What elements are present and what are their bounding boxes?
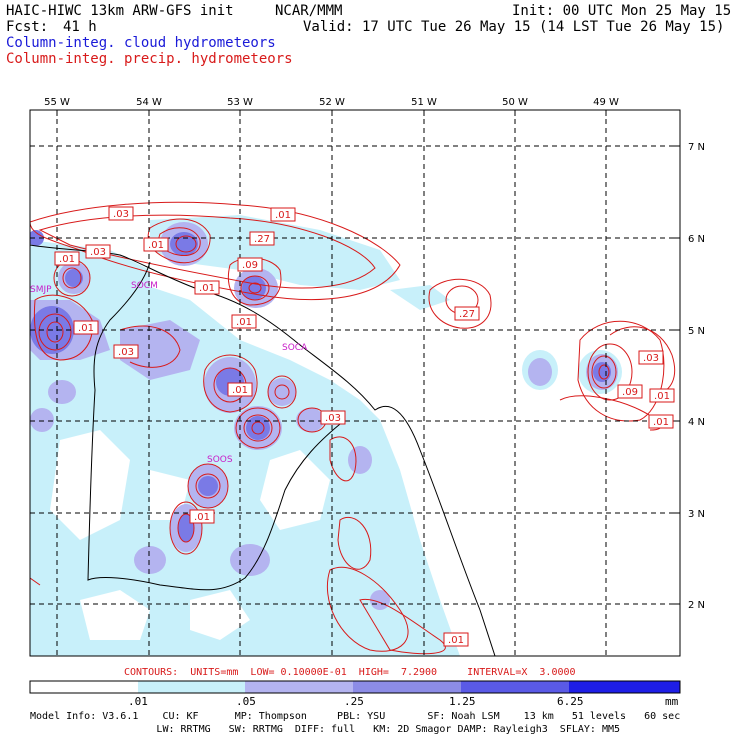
colorbar-segment	[461, 681, 569, 693]
colorbar-tick: 6.25	[557, 695, 584, 708]
lon-label: 53 W	[227, 97, 253, 108]
contour-label-box	[227, 382, 253, 397]
contour-label: .03	[325, 413, 341, 424]
lon-label: 50 W	[502, 97, 528, 108]
colorbar-segment	[569, 681, 680, 693]
contour-label: .03	[90, 247, 106, 258]
lon-label: 54 W	[136, 97, 162, 108]
contour-label-box	[249, 231, 275, 246]
contour-label-box	[108, 206, 134, 221]
contour-label-box	[320, 410, 346, 425]
colorbar-segment	[245, 681, 353, 693]
colorbar-segment	[138, 681, 245, 693]
contour-label: .09	[242, 260, 258, 271]
lat-label: 2 N	[688, 600, 705, 611]
contour-label: .01	[448, 635, 464, 646]
contour-label-box	[443, 632, 469, 647]
map-frame	[29, 109, 681, 657]
lat-label: 5 N	[688, 326, 705, 337]
colorbar-tick: .05	[236, 695, 256, 708]
contour-label: .09	[622, 387, 638, 398]
contour-label-box	[617, 384, 643, 399]
legend-precip: Column-integ. precip. hydrometeors	[6, 51, 293, 67]
contour-label-box	[454, 306, 480, 321]
colorbar-unit: mm	[665, 695, 679, 708]
forecast-hours: 41 h	[63, 19, 97, 35]
contour-labels: .03 .01 .03 .01 .27 .01 .09 .01 .01 .01 .03 .01 .03.…	[54, 206, 675, 647]
org-label: NCAR/MMM	[275, 3, 343, 19]
lon-label: 49 W	[593, 97, 619, 108]
contour-label: .27	[254, 234, 270, 245]
colorbar-tick: 1.25	[449, 695, 476, 708]
contour-label: .01	[232, 385, 248, 396]
legend-cloud: Column-integ. cloud hydrometeors	[6, 35, 276, 51]
station-label: SOCM	[131, 281, 158, 291]
colorbar-segment	[353, 681, 461, 693]
contour-label: .01	[236, 317, 252, 328]
lat-label: 4 N	[688, 417, 705, 428]
contour-label-box	[73, 320, 99, 335]
contour-label: .01	[654, 391, 670, 402]
precip-contours	[30, 201, 676, 655]
lon-label: 55 W	[44, 97, 70, 108]
contour-label-box	[54, 251, 80, 266]
model-info-line2: LW: RRTMG SW: RRTMG DIFF: full KM: 2D Sm…	[30, 724, 621, 735]
colorbar-segment	[30, 681, 138, 693]
contours-info: CONTOURS: UNITS=mm LOW= 0.10000E-01 HIGH…	[124, 667, 576, 678]
station-label: SOCA	[282, 343, 308, 353]
contour-label: .27	[459, 309, 475, 320]
contour-label-box	[638, 350, 664, 365]
contour-label-box	[231, 314, 257, 329]
colorbar-tick: .25	[344, 695, 364, 708]
contour-label: .03	[118, 347, 134, 358]
contour-label-box	[649, 388, 675, 403]
contour-label: .03	[643, 353, 659, 364]
colorbar	[29, 680, 681, 694]
lat-label: 6 N	[688, 234, 705, 245]
contour-label: .01	[275, 210, 291, 221]
model-title: HAIC-HIWC 13km ARW-GFS init	[6, 3, 234, 19]
station-label: SMJP	[30, 285, 52, 295]
contour-label-box	[648, 414, 674, 429]
lat-label: 7 N	[688, 142, 705, 153]
model-info-line1: Model Info: V3.6.1 CU: KF MP: Thompson P…	[30, 711, 681, 722]
contour-label-box	[113, 344, 139, 359]
station-label: SOOS	[207, 455, 233, 465]
contour-label-box	[143, 237, 169, 252]
contour-label-box	[270, 207, 296, 222]
contour-label: .01	[194, 512, 210, 523]
lon-label: 52 W	[319, 97, 345, 108]
valid-time: Valid: 17 UTC Tue 26 May 15 (14 LST Tue …	[303, 19, 725, 35]
contour-label-box	[194, 280, 220, 295]
map-ticks	[56, 110, 680, 605]
lat-lon-grid	[30, 110, 680, 656]
lon-label: 51 W	[411, 97, 437, 108]
contour-label-box	[189, 509, 215, 524]
contour-label: .01	[59, 254, 75, 265]
contour-label: .01	[653, 417, 669, 428]
init-time: Init: 00 UTC Mon 25 May 15	[512, 3, 732, 19]
contour-label-box	[85, 244, 111, 259]
contour-label: .01	[148, 240, 164, 251]
contour-label-box	[237, 257, 263, 272]
forecast-label: Fcst:	[6, 19, 49, 35]
colorbar-tick: .01	[128, 695, 148, 708]
contour-label: .03	[113, 209, 129, 220]
contour-label: .01	[199, 283, 215, 294]
cloud-shading	[30, 215, 622, 656]
lat-label: 3 N	[688, 509, 705, 520]
contour-label: .01	[78, 323, 94, 334]
coastline	[30, 244, 496, 656]
